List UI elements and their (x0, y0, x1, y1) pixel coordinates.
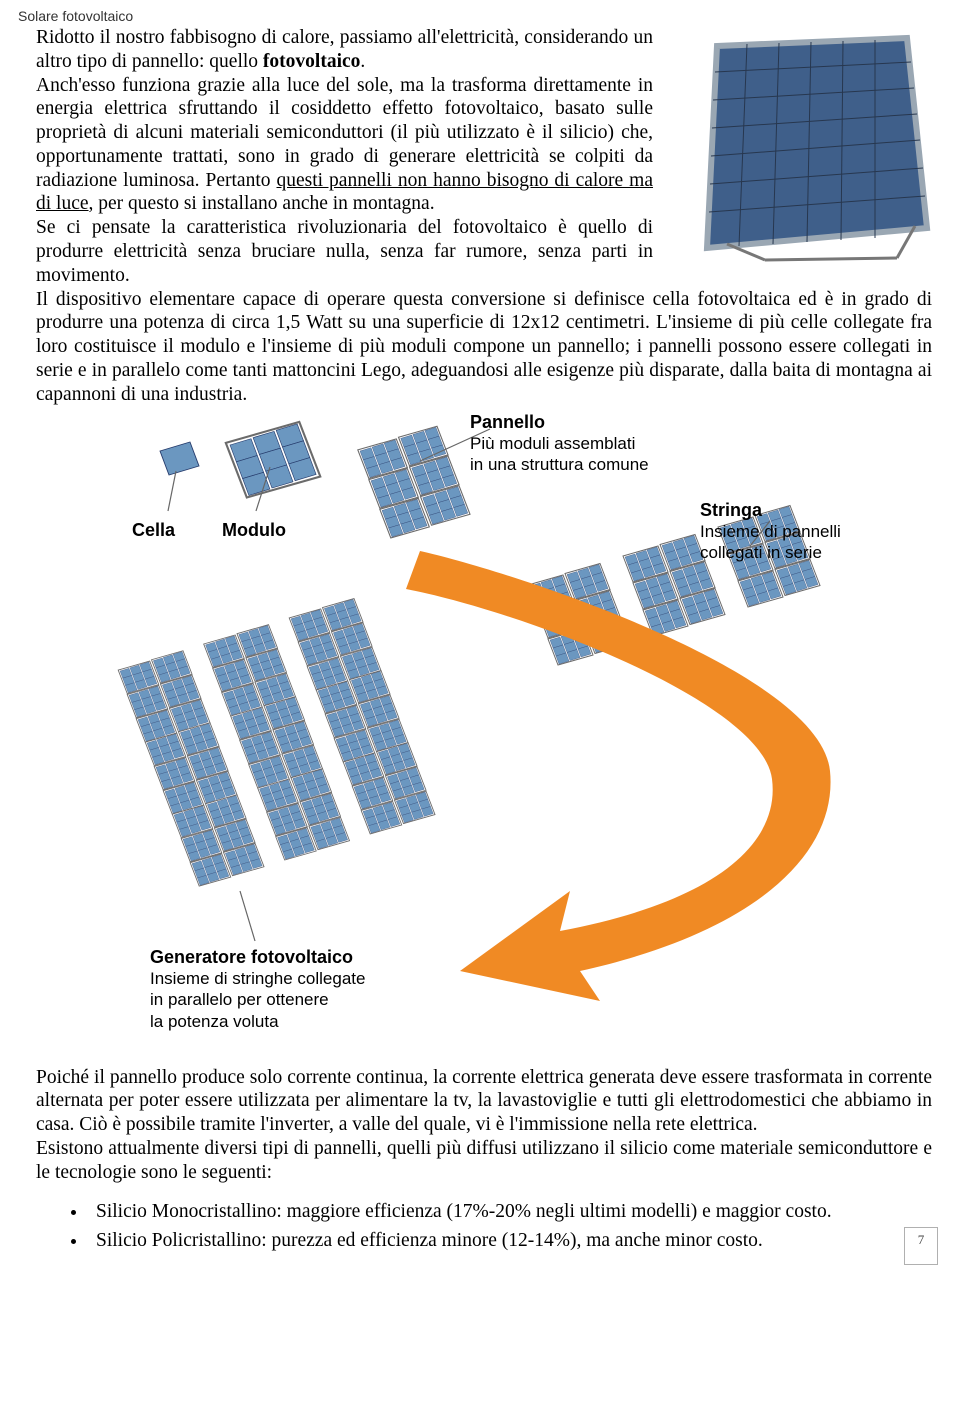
diagram-label-pannello: Pannello Più moduli assemblatiin una str… (470, 411, 649, 476)
label-cella-title: Cella (132, 520, 175, 540)
p2-text-b: , per questo si installano anche in mont… (89, 193, 435, 214)
page-number: 7 (904, 1227, 938, 1265)
diagram-label-modulo: Modulo (222, 519, 286, 542)
solar-panel-photo (667, 30, 932, 270)
diagram-label-stringa: Stringa Insieme di pannellicollegati in … (700, 499, 841, 564)
label-generatore-sub: Insieme di stringhe collegatein parallel… (150, 969, 365, 1031)
diagram-label-cella: Cella (132, 519, 175, 542)
p1-bold: fotovoltaico (263, 51, 360, 72)
label-stringa-sub: Insieme di pannellicollegati in serie (700, 522, 841, 562)
label-stringa-title: Stringa (700, 500, 762, 520)
paragraph-6: Esistono attualmente diversi tipi di pan… (36, 1137, 932, 1185)
label-generatore-title: Generatore fotovoltaico (150, 947, 353, 967)
list-item: Silicio Policristallino: purezza ed effi… (88, 1227, 932, 1255)
label-modulo-title: Modulo (222, 520, 286, 540)
silicon-types-list: Silicio Monocristallino: maggiore effici… (36, 1198, 932, 1255)
paragraph-4: Il dispositivo elementare capace di oper… (36, 288, 932, 407)
label-pannello-sub: Più moduli assemblatiin una struttura co… (470, 434, 649, 474)
pv-hierarchy-diagram: Cella Modulo Pannello Più moduli assembl… (60, 411, 890, 1056)
paragraph-5: Poiché il pannello produce solo corrente… (36, 1066, 932, 1137)
list-item: Silicio Monocristallino: maggiore effici… (88, 1198, 932, 1226)
diagram-label-generatore: Generatore fotovoltaico Insieme di strin… (150, 946, 365, 1032)
p1-text-c: . (360, 51, 365, 72)
page-header-title: Solare fotovoltaico (18, 8, 932, 24)
label-pannello-title: Pannello (470, 412, 545, 432)
